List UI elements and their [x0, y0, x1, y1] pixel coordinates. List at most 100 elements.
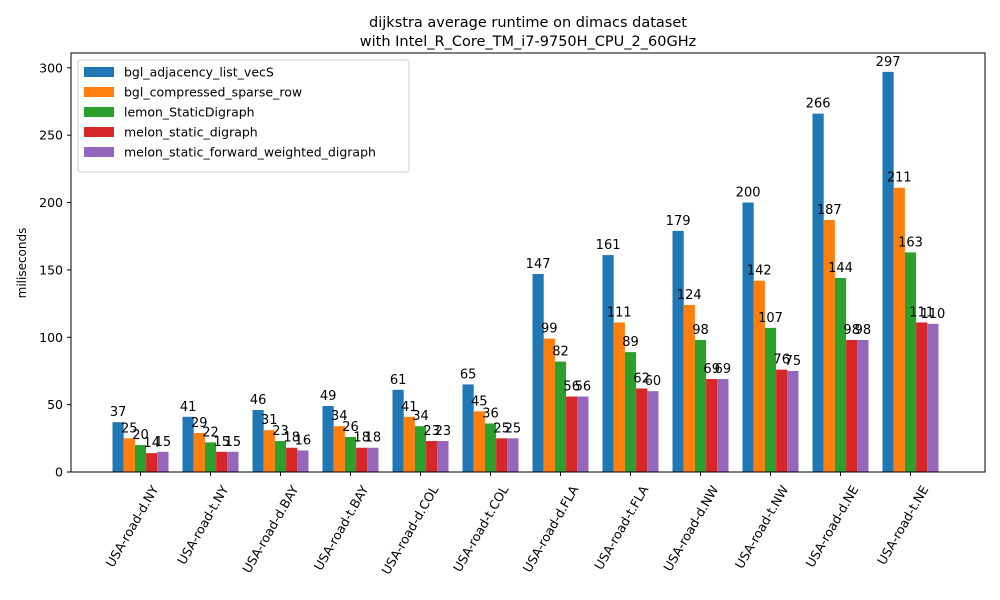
legend-label: melon_static_forward_weighted_digraph	[124, 145, 376, 160]
plot-frame	[70, 52, 986, 473]
bar-value-label: 111	[909, 305, 934, 320]
bar-value-label: 98	[692, 323, 709, 338]
bar	[227, 451, 239, 472]
legend: bgl_adjacency_list_vecS bgl_compressed_sp…	[77, 59, 410, 173]
bar-value-label: 69	[715, 362, 732, 377]
bar	[706, 379, 718, 472]
bar-value-label: 98	[855, 323, 872, 338]
bar	[893, 187, 905, 472]
bar-value-label: 22	[202, 425, 219, 440]
bar	[403, 416, 415, 472]
bar-value-label: 82	[552, 345, 569, 360]
bar	[274, 441, 287, 472]
bar	[776, 369, 788, 472]
bar	[426, 441, 438, 472]
x-tick-label: USA-road-d.BAY	[239, 482, 301, 575]
bar-value-label: 14	[143, 436, 160, 451]
bar	[146, 453, 158, 472]
y-tick-label: 150	[39, 262, 63, 277]
bar-value-label: 15	[155, 435, 172, 450]
bar-value-label: 49	[320, 389, 337, 404]
legend-swatch	[84, 107, 114, 117]
bar	[554, 361, 567, 472]
bar-value-label: 31	[261, 413, 278, 428]
bar	[134, 445, 147, 472]
y-tick-label: 50	[47, 397, 63, 412]
bar-value-label: 61	[390, 373, 407, 388]
bar	[496, 438, 508, 472]
bar-value-label: 98	[843, 323, 860, 338]
bar-value-label: 18	[283, 431, 300, 446]
bar-value-label: 110	[920, 307, 945, 322]
bar	[927, 323, 939, 472]
bar	[263, 430, 275, 472]
bar	[392, 389, 404, 472]
bar-value-label: 18	[365, 431, 382, 446]
bar	[683, 304, 695, 472]
bar	[182, 416, 194, 472]
bar	[717, 379, 729, 472]
bar	[846, 339, 858, 472]
bar-value-label: 29	[191, 416, 208, 431]
bar	[577, 396, 589, 472]
chart-title-line2: with Intel_R_Core_TM_i7-9750H_CPU_2_60GH…	[360, 34, 696, 50]
bar	[112, 422, 124, 472]
x-tick-label: USA-road-t.NE	[874, 483, 931, 568]
bar-value-label: 37	[110, 405, 127, 420]
bar-value-label: 76	[773, 353, 790, 368]
bar	[742, 202, 754, 472]
bar	[787, 370, 799, 472]
bar-value-label: 187	[817, 203, 842, 218]
y-axis: 0 50 100 150 200 250 300	[39, 60, 71, 480]
bar-value-label: 16	[295, 433, 312, 448]
x-tick-label: USA-road-d.FLA	[520, 482, 582, 574]
bar	[286, 447, 298, 472]
bar-value-label: 46	[250, 393, 267, 408]
bar-value-label: 41	[401, 400, 418, 415]
legend-label: lemon_StaticDigraph	[124, 105, 255, 120]
bar-value-label: 297	[876, 55, 901, 70]
bar-value-label: 75	[785, 354, 802, 369]
bar	[123, 438, 135, 472]
bar-value-label: 23	[272, 424, 289, 439]
x-tick-label: USA-road-t.NY	[174, 482, 231, 567]
bar	[367, 447, 379, 472]
bar	[613, 322, 625, 472]
legend-swatch	[84, 87, 114, 97]
bar	[812, 113, 824, 472]
bar	[857, 339, 869, 472]
bar	[672, 230, 684, 472]
bar-value-label: 179	[666, 214, 691, 229]
chart-title-line1: dijkstra average runtime on dimacs datas…	[369, 15, 687, 31]
legend-swatch	[84, 67, 114, 77]
bar-value-label: 25	[121, 421, 138, 436]
bar	[437, 441, 449, 472]
bar-value-label: 99	[541, 322, 558, 337]
bar-value-label: 142	[747, 264, 772, 279]
bar-value-label: 200	[736, 186, 761, 201]
legend-swatch	[84, 127, 114, 137]
bar-value-label: 25	[493, 421, 510, 436]
bar-value-label: 163	[898, 235, 923, 250]
x-tick-label: USA-road-d.NE	[802, 483, 861, 570]
bar	[753, 280, 765, 472]
bars-group	[112, 71, 939, 472]
bar	[694, 339, 707, 472]
bar	[473, 411, 485, 472]
y-tick-label: 100	[39, 330, 63, 345]
bar-value-label: 23	[435, 424, 452, 439]
bar-value-label: 147	[526, 257, 551, 272]
bar	[882, 71, 894, 472]
bar-value-label: 45	[471, 394, 488, 409]
bar-value-label: 34	[412, 409, 429, 424]
bar-value-label: 15	[225, 435, 242, 450]
bar	[462, 384, 474, 472]
bar	[252, 410, 264, 472]
bar	[532, 273, 544, 472]
bar-value-label: 18	[353, 431, 370, 446]
bar	[916, 322, 928, 472]
bar	[297, 450, 309, 472]
bar-value-label: 65	[460, 367, 477, 382]
legend-label: bgl_compressed_sparse_row	[124, 85, 302, 100]
